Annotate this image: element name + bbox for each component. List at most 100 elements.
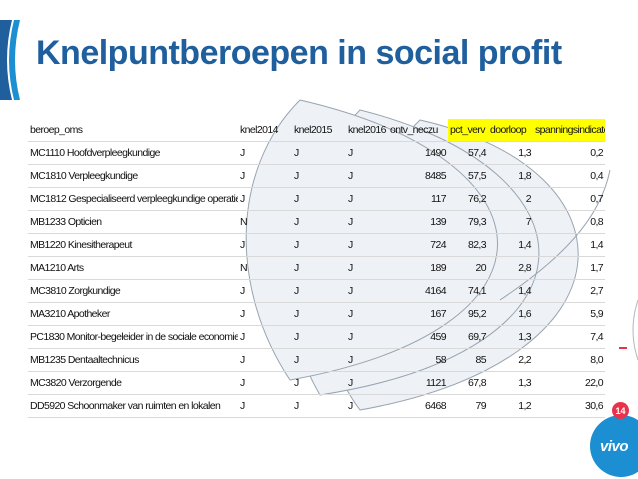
table-cell: MA3210 Apotheker xyxy=(28,302,238,326)
table-cell: N xyxy=(238,210,292,234)
table-cell: 58 xyxy=(388,348,448,372)
table-cell: 1490 xyxy=(388,141,448,165)
table-cell: MC3820 Verzorgende xyxy=(28,371,238,395)
table-cell: J xyxy=(292,210,346,234)
table-cell: 167 xyxy=(388,302,448,326)
table-cell: 1,3 xyxy=(488,325,533,349)
table-cell: MC1110 Hoofdverpleegkundige xyxy=(28,141,238,165)
column-header: doorloop xyxy=(488,119,533,142)
table-cell: MB1220 Kinesitherapeut xyxy=(28,233,238,257)
table-row: DD5920 Schoonmaker van ruimten en lokale… xyxy=(28,394,605,418)
table-cell: J xyxy=(238,394,292,418)
table-row: MC1810 Verpleegkundige J J J 8485 57,5 1,8 0,4 xyxy=(28,164,605,188)
table-cell: J xyxy=(346,348,388,372)
column-header: knel2015 xyxy=(292,119,346,142)
table-cell: N xyxy=(238,256,292,280)
table-cell: J xyxy=(238,325,292,349)
table-cell: J xyxy=(292,348,346,372)
column-header: beroep_oms xyxy=(28,119,238,142)
table-cell: 2,7 xyxy=(533,279,605,303)
table-cell: 20 xyxy=(448,256,488,280)
table-cell: 2,8 xyxy=(488,256,533,280)
table-cell: 139 xyxy=(388,210,448,234)
table-cell: J xyxy=(346,371,388,395)
table-cell: 76,2 xyxy=(448,187,488,211)
column-header: ontv_neczu xyxy=(388,119,448,142)
table-row: MA3210 Apotheker J J J 167 95,2 1,6 5,9 xyxy=(28,302,605,326)
table-cell: J xyxy=(238,348,292,372)
table-cell: J xyxy=(292,325,346,349)
table-cell: 0,2 xyxy=(533,141,605,165)
table-cell: 1121 xyxy=(388,371,448,395)
column-header: spanningsindicator xyxy=(533,119,605,142)
table-cell: J xyxy=(292,256,346,280)
table-row: MC3810 Zorgkundige J J J 4164 74,1 1,4 2,7 xyxy=(28,279,605,303)
vivo-logo-text: vivo xyxy=(600,438,629,455)
table-cell: 1,2 xyxy=(488,394,533,418)
table-cell: MA1210 Arts xyxy=(28,256,238,280)
table-cell: 5,9 xyxy=(533,302,605,326)
table-cell: 69,7 xyxy=(448,325,488,349)
table-cell: J xyxy=(238,187,292,211)
table-cell: 7 xyxy=(488,210,533,234)
table-row: MB1235 Dentaaltechnicus J J J 58 85 2,2 8,0 xyxy=(28,348,605,372)
table-cell: J xyxy=(346,233,388,257)
table-row: MB1220 Kinesitherapeut J J J 724 82,3 1,4 1,4 xyxy=(28,233,605,257)
table-cell: J xyxy=(238,371,292,395)
table-cell: 95,2 xyxy=(448,302,488,326)
table-cell: J xyxy=(238,164,292,188)
table-cell: 0,8 xyxy=(533,210,605,234)
table-cell: 189 xyxy=(388,256,448,280)
table-cell: 79 xyxy=(448,394,488,418)
table-cell: 8485 xyxy=(388,164,448,188)
column-header: pct_verv xyxy=(448,119,488,142)
table-cell: J xyxy=(346,394,388,418)
table-cell: 1,4 xyxy=(488,279,533,303)
table-cell: 57,4 xyxy=(448,141,488,165)
table-cell: J xyxy=(292,187,346,211)
left-accent-shape xyxy=(0,20,20,100)
table-cell: J xyxy=(292,141,346,165)
table-cell: 117 xyxy=(388,187,448,211)
slide-title: Knelpuntberoepen in social profit xyxy=(36,34,562,72)
table-cell: 8,0 xyxy=(533,348,605,372)
table-cell: J xyxy=(238,233,292,257)
table-cell: 85 xyxy=(448,348,488,372)
table-cell: J xyxy=(238,141,292,165)
table-cell: PC1830 Monitor-begeleider in de sociale … xyxy=(28,325,238,349)
table-cell: J xyxy=(238,302,292,326)
column-header: knel2016 xyxy=(346,119,388,142)
table-cell: DD5920 Schoonmaker van ruimten en lokale… xyxy=(28,394,238,418)
table-cell: 7,4 xyxy=(533,325,605,349)
table-cell: 1,7 xyxy=(533,256,605,280)
table-cell: 1,4 xyxy=(533,233,605,257)
table-cell: 67,8 xyxy=(448,371,488,395)
data-table: beroep_oms knel2014 knel2015 knel2016 ontv_n… xyxy=(28,119,605,418)
table-cell: 2,2 xyxy=(488,348,533,372)
table-cell: J xyxy=(346,279,388,303)
table-row: PC1830 Monitor-begeleider in de sociale … xyxy=(28,325,605,349)
column-header: knel2014 xyxy=(238,119,292,142)
table-cell: 1,3 xyxy=(488,371,533,395)
table-cell: J xyxy=(292,371,346,395)
table-cell: MB1235 Dentaaltechnicus xyxy=(28,348,238,372)
table-row: MA1210 Arts N J J 189 20 2,8 1,7 xyxy=(28,256,605,280)
table-cell: J xyxy=(238,279,292,303)
table-cell: 1,6 xyxy=(488,302,533,326)
table-cell: J xyxy=(292,394,346,418)
table-cell: 30,6 xyxy=(533,394,605,418)
table-cell: MB1233 Opticien xyxy=(28,210,238,234)
page-number-badge: 14 xyxy=(612,402,629,419)
table-cell: 57,5 xyxy=(448,164,488,188)
table-cell: J xyxy=(346,164,388,188)
table-cell: 0,7 xyxy=(533,187,605,211)
table-cell: MC3810 Zorgkundige xyxy=(28,279,238,303)
table-cell: MC1810 Verpleegkundige xyxy=(28,164,238,188)
table-cell: J xyxy=(292,279,346,303)
table-row: MB1233 Opticien N J J 139 79,3 7 0,8 xyxy=(28,210,605,234)
table-cell: J xyxy=(346,256,388,280)
table-row: MC1812 Gespecialiseerd verpleegkundige o… xyxy=(28,187,605,211)
table-cell: 22,0 xyxy=(533,371,605,395)
table-cell: J xyxy=(346,302,388,326)
table-cell: J xyxy=(292,302,346,326)
